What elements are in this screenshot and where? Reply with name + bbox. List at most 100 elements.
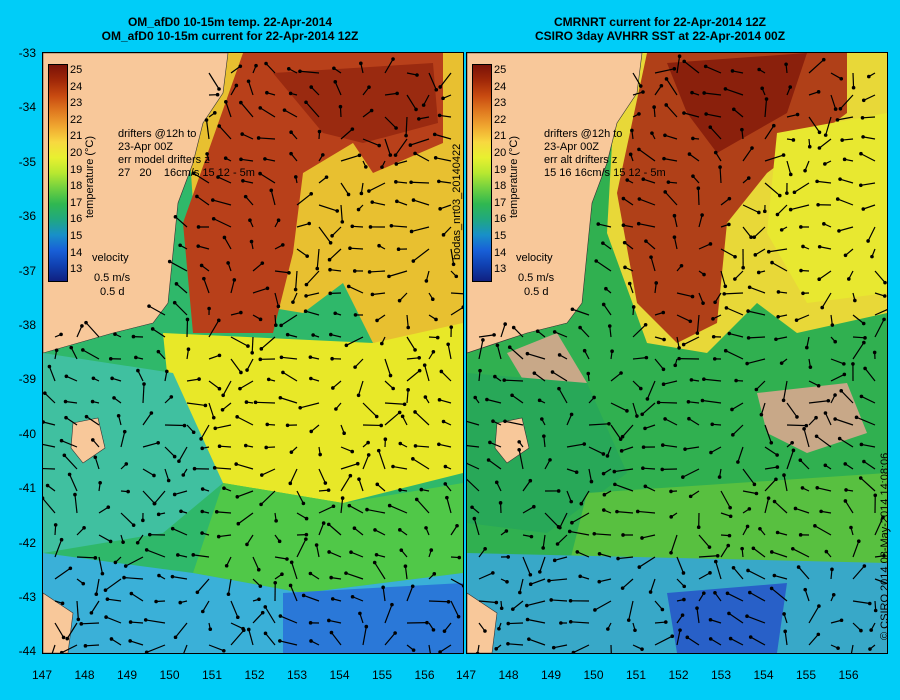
current-arrow-head <box>411 648 416 652</box>
current-arrow-head <box>816 202 820 207</box>
current-arrow-head <box>131 334 136 339</box>
current-arrow <box>749 591 766 602</box>
current-arrow <box>861 395 876 404</box>
current-arrow-head <box>443 464 448 469</box>
current-arrow-head <box>638 386 643 391</box>
current-arrow-head <box>307 221 312 226</box>
current-arrow-head <box>756 270 761 275</box>
current-arrow-head <box>682 597 686 602</box>
current-arrow <box>259 107 276 118</box>
current-arrow <box>296 490 304 504</box>
current-arrow <box>511 394 524 404</box>
current-arrow <box>362 626 367 646</box>
current-arrow-head <box>245 368 249 372</box>
current-arrow <box>384 411 401 426</box>
current-arrow-head <box>734 378 738 383</box>
current-arrow-head <box>713 591 717 595</box>
current-arrow <box>178 446 188 462</box>
current-arrow <box>348 285 364 294</box>
current-arrow-head <box>217 87 221 91</box>
current-arrow-head <box>327 257 332 262</box>
current-arrow-head <box>53 523 58 527</box>
current-arrow <box>334 81 342 96</box>
current-arrow-head <box>842 157 847 162</box>
current-arrow-head <box>113 560 118 565</box>
current-arrow-head <box>567 529 572 534</box>
current-arrow-head <box>391 57 395 61</box>
current-arrow-head <box>868 647 872 651</box>
current-arrow-head <box>529 534 534 539</box>
current-arrow-head <box>798 458 803 462</box>
current-arrow-head <box>681 571 686 575</box>
current-arrow <box>676 314 691 322</box>
current-arrow-head <box>677 346 681 350</box>
current-arrow <box>808 605 820 624</box>
current-arrow-head <box>104 615 108 619</box>
current-arrow-head <box>331 504 336 509</box>
current-arrow <box>259 173 276 184</box>
current-arrow <box>799 459 810 470</box>
current-arrow <box>65 417 78 426</box>
current-arrow <box>842 138 854 141</box>
current-arrow-head <box>800 486 805 490</box>
current-arrow-head <box>91 376 96 381</box>
current-arrow-head <box>702 272 706 277</box>
current-arrow <box>406 357 420 360</box>
current-arrow-head <box>711 317 715 321</box>
current-arrow-head <box>269 188 274 193</box>
current-arrow-head <box>242 628 246 633</box>
current-arrow-head <box>569 412 574 417</box>
current-arrow-head <box>396 247 401 251</box>
current-arrow <box>500 323 506 338</box>
current-arrow <box>208 320 220 338</box>
left-map-canvas <box>43 53 463 653</box>
left-map-panel <box>42 52 464 654</box>
current-arrow-head <box>618 437 623 441</box>
current-arrow-head <box>715 553 720 558</box>
current-arrow-head <box>301 501 306 506</box>
current-arrow-head <box>623 265 627 270</box>
current-arrow-head <box>861 321 866 326</box>
current-arrow <box>245 196 254 206</box>
current-arrow-head <box>457 555 462 560</box>
current-arrow-head <box>607 324 612 328</box>
current-arrow-head <box>835 118 840 122</box>
current-arrow <box>95 578 100 595</box>
current-arrow-head <box>687 152 692 156</box>
current-arrow <box>208 644 225 652</box>
current-arrow <box>838 226 854 232</box>
current-arrow-head <box>434 317 438 322</box>
current-arrow-head <box>799 225 803 229</box>
current-arrow-head <box>555 542 560 546</box>
current-arrow-head <box>285 557 289 561</box>
current-arrow <box>198 245 210 250</box>
current-arrow <box>650 578 656 593</box>
current-arrow-head <box>298 405 302 410</box>
current-arrow-head <box>636 221 641 226</box>
current-arrow-head <box>621 533 625 537</box>
current-arrow-head <box>511 607 515 611</box>
current-arrow <box>488 459 502 470</box>
current-arrow <box>280 314 298 326</box>
current-arrow-head <box>552 558 557 563</box>
current-arrow-head <box>483 547 487 551</box>
current-arrow <box>213 218 232 228</box>
current-arrow-head <box>813 524 817 528</box>
current-arrow <box>274 270 290 274</box>
current-arrow <box>650 256 656 272</box>
current-arrow <box>654 621 666 624</box>
current-arrow-head <box>843 499 848 503</box>
current-arrow-head <box>330 597 335 601</box>
current-arrow-head <box>724 306 729 310</box>
current-arrow-head <box>43 496 45 500</box>
current-arrow <box>86 416 100 426</box>
current-arrow-head <box>833 339 838 344</box>
current-arrow <box>580 490 590 505</box>
current-arrow <box>622 578 634 589</box>
yellow-zone <box>767 113 887 303</box>
left-velocity-scale: 0.5 m/s <box>94 272 131 284</box>
current-arrow-head <box>200 487 205 491</box>
current-arrow-head <box>661 382 666 387</box>
current-arrow <box>719 167 722 184</box>
current-arrow-head <box>309 429 314 434</box>
